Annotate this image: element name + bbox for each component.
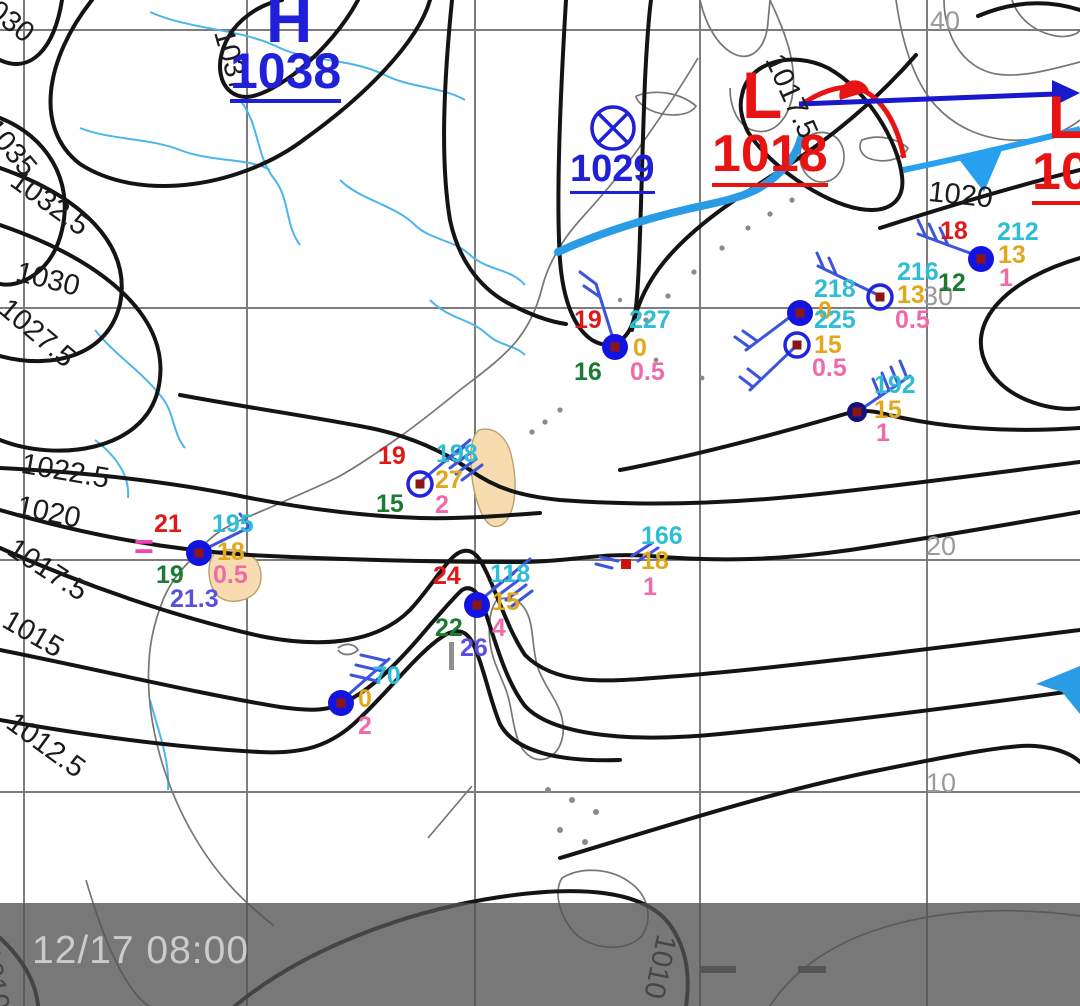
low-east-value: 10 <box>1032 146 1080 205</box>
station-markers <box>186 246 994 716</box>
wind-barbs <box>199 218 980 703</box>
station-value: 1 <box>643 573 657 601</box>
station-value: 0.5 <box>812 354 847 382</box>
low-value: 1018 <box>712 128 828 187</box>
latitude-label-20: 20 <box>926 531 957 561</box>
cold-front-tooth <box>958 150 1002 192</box>
cold-front-line <box>902 126 1080 173</box>
station-wind-dir: 70 <box>373 662 401 690</box>
station-wind-dir: 118 <box>490 560 531 588</box>
station-value: 0.5 <box>213 561 248 589</box>
jet-arrow-head <box>1052 80 1080 107</box>
station-value: 15 <box>492 588 520 616</box>
station-value: 18 <box>641 547 669 575</box>
station-temp: 19 <box>378 442 406 470</box>
station-value: 15 <box>814 331 842 359</box>
station-dewpoint: 19 <box>156 561 184 589</box>
station-wind-dir: 192 <box>874 371 916 399</box>
station-value: 15 <box>874 396 902 424</box>
station-sea-temp: 21.3 <box>170 585 219 613</box>
low-east-symbol: L <box>1048 84 1080 151</box>
station-wind-dir: 227 <box>629 306 671 334</box>
station-wind-dir: 166 <box>641 522 683 550</box>
edge-wind-flag <box>1036 666 1080 714</box>
high-center-symbol-icon <box>590 105 636 151</box>
station-value: 2 <box>358 712 372 740</box>
station-wind-dir: 225 <box>814 306 856 334</box>
station-value: 1 <box>876 419 890 447</box>
station-temp: 18 <box>940 217 968 245</box>
station-value: 1 <box>999 264 1013 292</box>
station-value: 18 <box>217 538 245 566</box>
station-value: 4 <box>492 614 506 642</box>
station-value: 0 <box>358 685 372 713</box>
station-value: 0.5 <box>630 358 665 386</box>
latitude-label-10: 10 <box>926 768 957 798</box>
shear-line <box>554 134 805 256</box>
station-dewpoint: 15 <box>376 490 404 518</box>
low-symbol: L <box>742 58 783 132</box>
latitude-label-40: 40 <box>930 6 961 36</box>
timestamp-overlay: 12/17 08:00 <box>0 903 1080 1006</box>
high-value: 1038 <box>230 46 342 103</box>
station-value: 0.5 <box>895 306 930 334</box>
station-wind-dir: 216 <box>897 258 939 286</box>
station-wind-dir: 198 <box>436 440 478 468</box>
fronts <box>554 80 1080 714</box>
warm-front-bump <box>839 80 869 100</box>
small-islands <box>529 197 795 845</box>
station-dewpoint: 12 <box>938 269 966 297</box>
station-temp: 19 <box>574 306 602 334</box>
station-wind-dir: 195 <box>212 510 254 538</box>
highlighted-islands <box>208 428 516 602</box>
station-wind-dir: 218 <box>814 275 856 303</box>
jet-arrow-line <box>798 91 1057 107</box>
station-temp: 24 <box>433 562 461 590</box>
station-wind-dir: 212 <box>997 218 1039 246</box>
latitude-label-30: 30 <box>923 281 954 311</box>
station-temp: 21 <box>154 510 182 538</box>
rivers <box>79 11 526 791</box>
weather-symbol-fog: = <box>134 528 154 566</box>
station-dewpoint: 16 <box>574 358 602 386</box>
high-secondary-value: 1029 <box>570 150 655 194</box>
station-value: 2 <box>435 491 449 519</box>
station-sea-temp: 26 <box>460 634 488 662</box>
station-value: 27 <box>435 466 463 494</box>
station-value: 13 <box>998 241 1026 269</box>
station-dewpoint: 22 <box>435 614 463 642</box>
station-value: 13 <box>897 281 925 309</box>
station-value: 0 <box>633 334 647 362</box>
timestamp: 12/17 08:00 <box>32 929 250 972</box>
high-symbol: H <box>266 0 313 56</box>
station-value: 0 <box>818 297 832 325</box>
isobar-label: 1020 <box>926 176 995 215</box>
